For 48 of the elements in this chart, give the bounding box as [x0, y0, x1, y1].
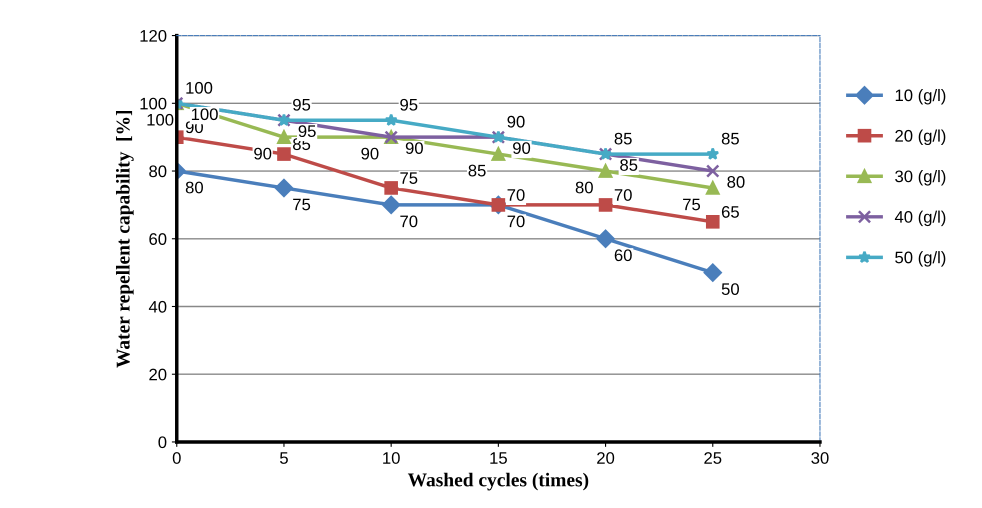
data-label: 50	[722, 283, 739, 296]
data-label: 100	[192, 108, 218, 120]
y-tick-label: 80	[149, 165, 166, 178]
data-label: 90	[254, 148, 272, 160]
data-label: 65	[722, 206, 739, 218]
y-tick-label: 120	[140, 30, 166, 42]
data-label: 90	[507, 116, 525, 128]
data-label: 100	[186, 82, 212, 94]
legend-label: 10 (g/l)	[896, 88, 946, 104]
x-tick-label: 0	[172, 452, 181, 464]
data-label: 60	[614, 249, 632, 262]
data-label: 85	[614, 132, 632, 145]
data-label: 80	[727, 176, 745, 188]
legend-label: 30 (g/l)	[895, 170, 946, 186]
data-label: 95	[293, 98, 310, 111]
data-label: 70	[508, 189, 525, 201]
x-tick-label: 5	[280, 452, 288, 464]
data-label: 75	[293, 198, 310, 210]
data-label: 95	[298, 125, 316, 138]
data-label: 80	[576, 182, 593, 194]
x-tick-label: 25	[704, 452, 722, 464]
data-label: 90	[513, 142, 530, 154]
y-tick-label: 0	[158, 436, 166, 448]
data-label: 75	[683, 198, 700, 210]
y-axis-title: Water repellent capability [%]	[116, 110, 134, 368]
data-label: 85	[468, 164, 486, 176]
data-label: 70	[614, 189, 632, 201]
data-label: 70	[508, 215, 525, 228]
data-label: 80	[186, 182, 203, 194]
legend-label: 20 (g/l)	[895, 129, 946, 146]
y-tick-label: 20	[149, 368, 166, 380]
x-axis-title: Washed cycles (times)	[408, 472, 588, 490]
data-label: 90	[361, 148, 378, 160]
data-label: 70	[400, 215, 418, 228]
data-label: 75	[400, 172, 418, 184]
data-label: 95	[400, 98, 418, 111]
x-tick-label: 15	[490, 452, 507, 464]
legend-label: 50 (g/l)	[895, 251, 946, 267]
y-tick-label: 100	[140, 98, 166, 110]
legend-label: 40 (g/l)	[894, 210, 946, 226]
x-tick-label: 20	[597, 452, 614, 464]
x-tick-label: 10	[383, 452, 400, 464]
y-tick-label: 60	[149, 233, 166, 245]
y-tick-label: 40	[148, 300, 166, 313]
data-label: 85	[620, 159, 638, 171]
data-label: 85	[722, 132, 739, 145]
x-tick-label: 30	[811, 452, 829, 464]
data-label: 90	[406, 142, 423, 154]
